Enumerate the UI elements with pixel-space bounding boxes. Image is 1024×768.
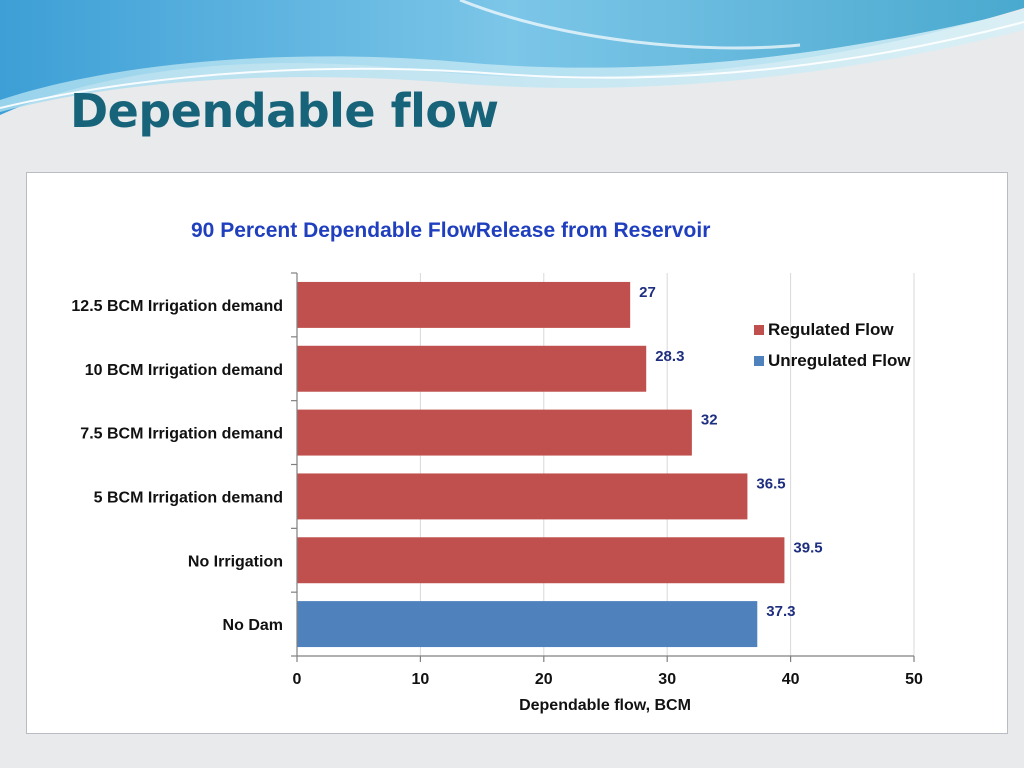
bar-regulated — [297, 281, 631, 328]
data-label: 39.5 — [793, 539, 822, 556]
header-wave-decoration — [0, 0, 1024, 115]
x-tick-label: 30 — [658, 671, 676, 688]
bar-unregulated — [297, 601, 758, 648]
legend-swatch — [754, 325, 764, 335]
grid-lines — [419, 273, 915, 656]
x-tick-labels: 0 10 20 30 40 50 — [293, 671, 923, 688]
x-tick-label: 10 — [412, 671, 430, 688]
data-label: 32 — [701, 412, 718, 429]
category-label: 5 BCM Irrigation demand — [94, 489, 283, 506]
bar-chart: 90 Percent Dependable FlowRelease from R… — [71, 219, 923, 714]
category-label: No Irrigation — [188, 553, 283, 570]
legend-swatch — [754, 356, 764, 366]
bar-regulated — [297, 345, 647, 392]
data-label: 28.3 — [655, 348, 684, 365]
slide-title: Dependable flow — [70, 84, 499, 138]
data-label: 37.3 — [766, 603, 795, 620]
x-tick-label: 0 — [293, 671, 302, 688]
data-labels: 27 28.3 32 36.5 39.5 37.3 — [639, 284, 822, 620]
legend-label: Regulated Flow — [768, 320, 894, 339]
x-axis-title: Dependable flow, BCM — [519, 697, 691, 714]
x-tick-label: 50 — [905, 671, 923, 688]
category-labels: 12.5 BCM Irrigation demand 10 BCM Irrigat… — [71, 298, 283, 634]
data-label: 27 — [639, 284, 656, 301]
bar-regulated — [297, 537, 785, 584]
category-label: 12.5 BCM Irrigation demand — [71, 298, 283, 315]
bars — [297, 281, 785, 648]
axes — [291, 272, 915, 662]
category-label: 10 BCM Irrigation demand — [85, 362, 283, 379]
x-tick-label: 20 — [535, 671, 553, 688]
category-label: 7.5 BCM Irrigation demand — [80, 426, 283, 443]
x-tick-label: 40 — [782, 671, 800, 688]
bar-regulated — [297, 473, 748, 520]
chart-title: 90 Percent Dependable FlowRelease from R… — [191, 219, 710, 242]
legend-label: Unregulated Flow — [768, 351, 911, 370]
category-label: No Dam — [223, 617, 283, 634]
chart-panel: 90 Percent Dependable FlowRelease from R… — [26, 172, 1008, 734]
bar-regulated — [297, 409, 692, 456]
data-label: 36.5 — [756, 475, 785, 492]
legend: Regulated Flow Unregulated Flow — [754, 320, 911, 370]
